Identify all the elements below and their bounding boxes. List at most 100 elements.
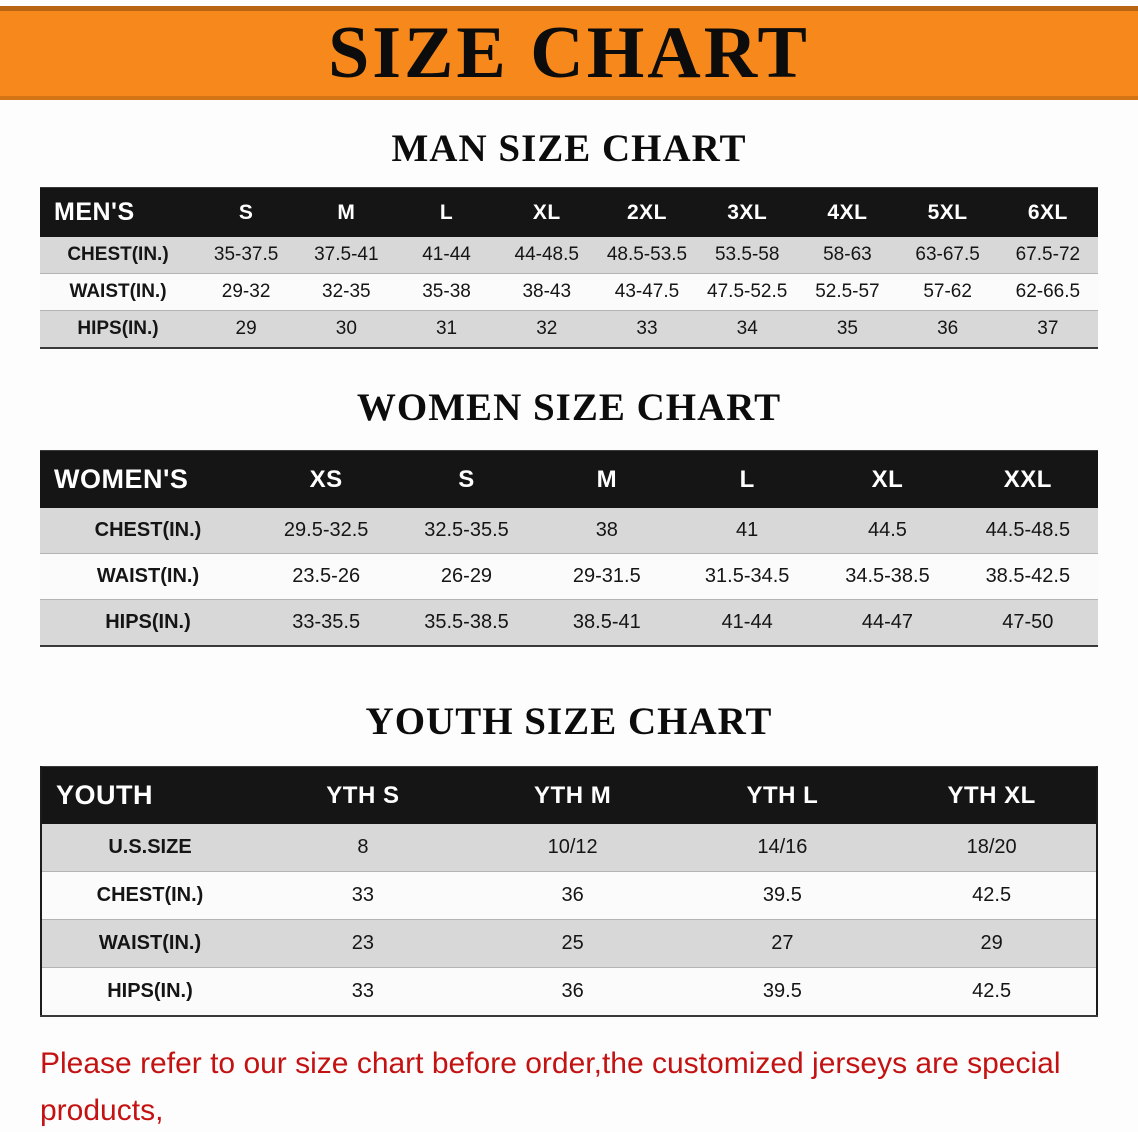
value-cell: 44.5-48.5 xyxy=(985,519,1071,541)
value-cell: 41-44 xyxy=(422,244,471,265)
row-label-cell: HIPS(IN.) xyxy=(77,318,159,339)
row-label-cell: WAIST(IN.) xyxy=(69,281,167,302)
value-cell: 31.5-34.5 xyxy=(704,565,790,587)
size-header-cell: XXL xyxy=(957,450,1098,508)
value-cell: 47-50 xyxy=(1002,611,1054,633)
page-title: SIZE CHART xyxy=(328,11,810,94)
value-cell: 37.5-41 xyxy=(314,244,379,265)
value-cell: 32-35 xyxy=(322,281,371,302)
size-header-cell: YTH XL xyxy=(887,766,1097,824)
row-label-cell: WAIST(IN.) xyxy=(98,932,202,954)
size-header-cell: XL xyxy=(496,187,597,237)
value-cell: 29 xyxy=(235,318,257,339)
table-title-cell: MEN'S xyxy=(40,187,196,237)
value-cell: 29-32 xyxy=(221,281,271,302)
value-cell: 35-37.5 xyxy=(213,244,279,265)
value-cell: 48.5-53.5 xyxy=(606,244,688,265)
size-header-cell: 3XL xyxy=(697,187,798,237)
value-cell: 23.5-26 xyxy=(292,565,361,587)
section-men: MAN SIZE CHART MEN'S S M L XL 2XL 3XL 4XL 5XL 6XL… xyxy=(0,126,1138,349)
size-header-cell: YTH L xyxy=(677,766,888,824)
value-cell: 33 xyxy=(351,980,374,1002)
value-cell: 14/16 xyxy=(757,836,808,858)
row-label-cell: CHEST(IN.) xyxy=(96,884,204,906)
value-cell: 32 xyxy=(536,318,558,339)
size-header-cell: L xyxy=(676,450,818,508)
value-cell: 30 xyxy=(335,318,357,339)
banner: SIZE CHART xyxy=(0,6,1138,100)
value-cell: 35 xyxy=(836,318,858,339)
table-row: HIPS(IN.) 33-35.5 35.5-38.5 38.5-41 41-44 44-… xyxy=(40,599,1098,646)
value-cell: 44-47 xyxy=(861,611,914,633)
table-header-row: MEN'S S M L XL 2XL 3XL 4XL 5XL 6XL xyxy=(40,187,1098,237)
value-cell: 41-44 xyxy=(721,611,773,633)
value-cell: 33 xyxy=(636,318,658,339)
value-cell: 44-48.5 xyxy=(514,244,579,265)
disclaimer-note: Please refer to our size chart before or… xyxy=(40,1041,1098,1132)
value-cell: 44.5 xyxy=(868,519,907,541)
row-label-cell: HIPS(IN.) xyxy=(107,980,193,1002)
value-cell: 43-47.5 xyxy=(614,281,680,302)
table-row: WAIST(IN.) 29-32 32-35 35-38 38-43 43-47.5 47.… xyxy=(40,273,1098,311)
value-cell: 36 xyxy=(561,884,584,906)
disclaimer-line-1: Please refer to our size chart before or… xyxy=(40,1047,1061,1127)
size-header-cell: M xyxy=(296,187,397,237)
size-header-cell: 6XL xyxy=(997,187,1098,237)
value-cell: 27 xyxy=(771,932,794,954)
value-cell: 38.5-41 xyxy=(572,611,641,633)
size-header-cell: 5XL xyxy=(897,187,998,237)
table-header-row: WOMEN'S XS S M L XL XXL xyxy=(40,450,1098,508)
table-row: CHEST(IN.) 29.5-32.5 32.5-35.5 38 41 44.5 44.5… xyxy=(40,508,1098,554)
row-label-cell: HIPS(IN.) xyxy=(105,611,191,633)
women-size-table: WOMEN'S XS S M L XL XXL CHEST(IN.) 29.5-32.5 32.5… xyxy=(40,450,1098,647)
value-cell: 35-38 xyxy=(422,281,471,302)
value-cell: 38.5-42.5 xyxy=(985,565,1071,587)
section-youth: YOUTH SIZE CHART YOUTH YTH S YTH M YTH L YTH… xyxy=(0,699,1138,1017)
value-cell: 29-31.5 xyxy=(572,565,641,587)
value-cell: 23 xyxy=(351,932,374,954)
value-cell: 32.5-35.5 xyxy=(424,519,509,541)
value-cell: 58-63 xyxy=(823,244,872,265)
value-cell: 25 xyxy=(561,932,584,954)
size-header-cell: S xyxy=(396,450,537,508)
size-header-cell: YTH S xyxy=(258,766,468,824)
value-cell: 33-35.5 xyxy=(292,611,361,633)
size-header-cell: L xyxy=(396,187,497,237)
value-cell: 38 xyxy=(595,519,618,541)
value-cell: 42.5 xyxy=(972,884,1012,906)
section-women: WOMEN SIZE CHART WOMEN'S XS S M L XL XXL CHEST(… xyxy=(0,385,1138,647)
value-cell: 62-66.5 xyxy=(1015,281,1081,302)
value-cell: 33 xyxy=(351,884,374,906)
table-title-cell: WOMEN'S xyxy=(40,450,256,508)
men-section-heading: MAN SIZE CHART xyxy=(391,127,747,170)
value-cell: 47.5-52.5 xyxy=(707,281,788,302)
value-cell: 34 xyxy=(736,318,758,339)
value-cell: 39.5 xyxy=(762,980,802,1002)
size-header-cell: XL xyxy=(817,450,958,508)
value-cell: 29.5-32.5 xyxy=(283,519,369,541)
value-cell: 37 xyxy=(1037,318,1059,339)
value-cell: 67.5-72 xyxy=(1015,244,1081,265)
size-header-cell: YTH M xyxy=(467,766,678,824)
table-row: HIPS(IN.) 29 30 31 32 33 34 35 36 37 xyxy=(40,310,1098,348)
row-label-cell: CHEST(IN.) xyxy=(67,244,169,265)
value-cell: 38-43 xyxy=(522,281,572,302)
table-row: CHEST(IN.) 33 36 39.5 42.5 xyxy=(41,871,1097,920)
youth-size-table: YOUTH YTH S YTH M YTH L YTH XL U.S.SIZE 8 10/12… xyxy=(40,766,1098,1017)
value-cell: 26-29 xyxy=(440,565,493,587)
row-label-cell: U.S.SIZE xyxy=(108,836,192,858)
size-header-cell: M xyxy=(536,450,677,508)
value-cell: 36 xyxy=(937,318,959,339)
table-row: CHEST(IN.) 35-37.5 37.5-41 41-44 44-48.5 48.5… xyxy=(40,237,1098,274)
size-header-cell: S xyxy=(196,187,297,237)
row-label-cell: CHEST(IN.) xyxy=(94,519,202,541)
table-header-row: YOUTH YTH S YTH M YTH L YTH XL xyxy=(41,766,1097,824)
table-row: WAIST(IN.) 23.5-26 26-29 29-31.5 31.5-34.5 34… xyxy=(40,553,1098,600)
value-cell: 35.5-38.5 xyxy=(424,611,509,633)
youth-section-heading: YOUTH SIZE CHART xyxy=(365,700,773,743)
value-cell: 10/12 xyxy=(547,836,598,858)
value-cell: 57-62 xyxy=(923,281,972,302)
value-cell: 39.5 xyxy=(762,884,802,906)
value-cell: 34.5-38.5 xyxy=(845,565,930,587)
